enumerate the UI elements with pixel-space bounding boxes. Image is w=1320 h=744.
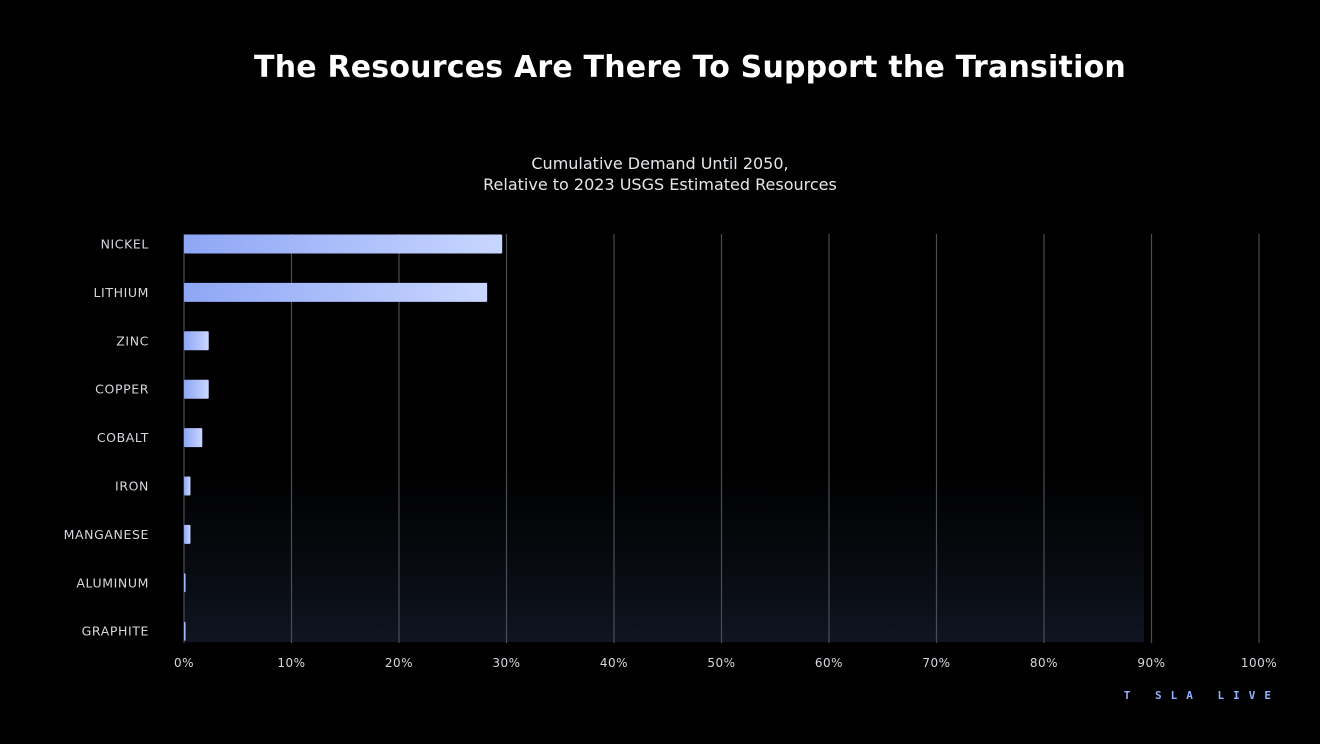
bar-lithium (184, 282, 488, 302)
x-tick-label: 70% (922, 656, 950, 670)
plot-glow (184, 470, 1144, 642)
category-label: NICKEL (101, 237, 149, 252)
x-tick-labels: 0% 10% 20% 30% 40% 50% 60% 70% 80% 90% 100% (174, 656, 1277, 670)
bars (184, 234, 503, 641)
x-tick-label: 50% (707, 656, 735, 670)
category-label: LITHIUM (93, 285, 149, 300)
x-tick-label: 40% (600, 656, 628, 670)
grid-lines (183, 234, 1260, 643)
bar-cobalt (184, 428, 203, 448)
bar-aluminum (184, 573, 186, 593)
brand-logo: T SLA LIVE (1123, 689, 1280, 702)
category-label: COBALT (97, 430, 149, 445)
bar-manganese (184, 524, 191, 544)
category-label: IRON (115, 479, 149, 494)
chart-subtitle: Relative to 2023 USGS Estimated Resource… (483, 175, 837, 194)
category-label: ALUMINUM (76, 575, 149, 590)
category-labels: NICKEL LITHIUM ZINC COPPER COBALT IRON MANGANE… (64, 237, 149, 639)
page-title: The Resources Are There To Support the T… (254, 50, 1126, 85)
x-tick-label: 90% (1137, 656, 1165, 670)
category-label: COPPER (95, 382, 149, 397)
bar-copper (184, 379, 209, 399)
x-tick-label: 60% (815, 656, 843, 670)
x-tick-label: 80% (1030, 656, 1058, 670)
chart-title: Cumulative Demand Until 2050, (531, 154, 789, 173)
bar-iron (184, 476, 191, 496)
category-label: MANGANESE (64, 527, 149, 542)
x-tick-label: 10% (277, 656, 305, 670)
category-label: GRAPHITE (82, 624, 149, 639)
bar-zinc (184, 331, 209, 351)
x-tick-label: 20% (385, 656, 413, 670)
chart-title-block: Cumulative Demand Until 2050, Relative t… (360, 153, 960, 195)
x-tick-label: 100% (1241, 656, 1277, 670)
x-tick-label: 30% (492, 656, 520, 670)
bar-nickel (184, 234, 503, 254)
x-tick-label: 0% (174, 656, 194, 670)
bar-graphite (184, 621, 186, 641)
category-label: ZINC (116, 333, 149, 348)
